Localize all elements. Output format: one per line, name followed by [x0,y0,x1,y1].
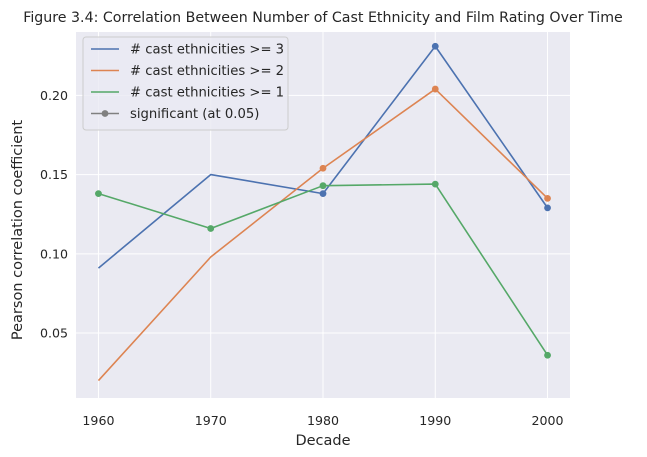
x-tick-label: 2000 [532,413,564,428]
x-tick-label: 1980 [307,413,339,428]
significant-point [544,351,551,359]
y-tick-label: 0.10 [40,246,68,261]
x-axis-label: Decade [295,433,350,449]
significance-markers [95,42,551,359]
legend-marker-significant [101,110,109,117]
significant-point [544,194,551,202]
significant-point [95,190,102,198]
significant-point [431,85,439,93]
legend-label-3: # cast ethnicities >= 1 [130,86,284,101]
x-tick-label: 1960 [82,413,114,428]
legend-box [82,36,289,131]
chart-title: Figure 3.4: Correlation Between Number o… [23,10,623,26]
x-tick-label: 1970 [195,413,227,428]
significant-point [431,42,439,50]
legend: # cast ethnicities >= 3 # cast ethnicitie… [82,36,289,131]
legend-label-1: # cast ethnicities >= 3 [130,43,284,58]
significant-point [319,164,327,172]
significant-point [319,190,327,198]
x-axis-ticks: 1960 1970 1980 1990 2000 [82,413,563,428]
y-tick-label: 0.05 [40,326,68,341]
significant-point [207,225,215,232]
significant-point [319,182,327,190]
y-tick-label: 0.15 [40,167,68,182]
y-axis-label: Pearson correlation coefficient [10,120,26,341]
legend-label-2: # cast ethnicities >= 2 [130,64,284,79]
x-tick-label: 1990 [419,413,451,428]
significant-point [431,180,439,188]
y-axis-ticks: 0.05 0.10 0.15 0.20 [40,88,68,341]
significant-point [544,204,551,212]
legend-label-significant: significant (at 0.05) [130,107,259,122]
y-tick-label: 0.20 [40,88,68,103]
